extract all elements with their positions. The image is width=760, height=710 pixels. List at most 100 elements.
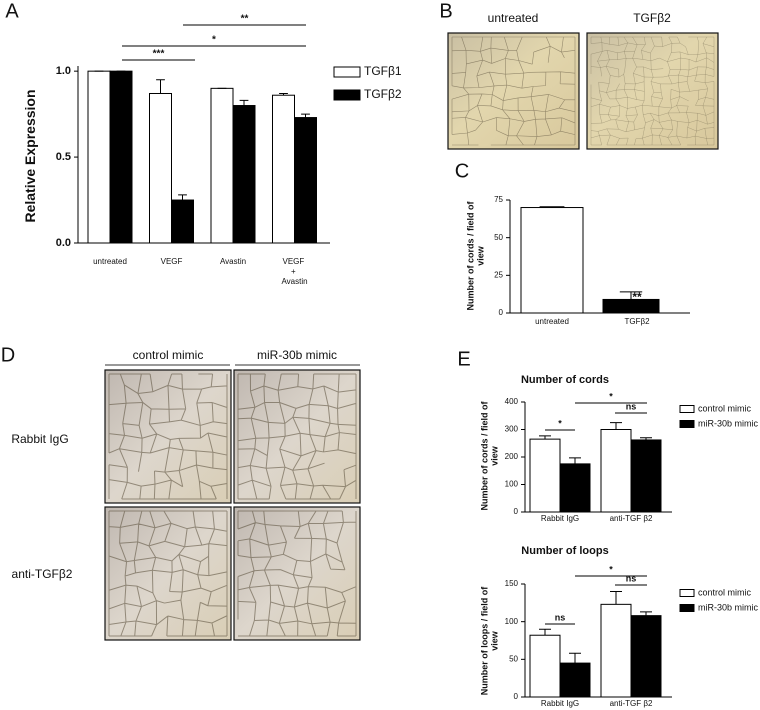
- y-tick-label: 25: [494, 270, 503, 279]
- y-tick-label: 100: [505, 480, 519, 489]
- error-bar: [301, 113, 310, 118]
- significance-label: *: [212, 35, 216, 46]
- x-tick-label: VEGF + Avastin: [281, 257, 307, 286]
- error-bar: [619, 291, 643, 300]
- significance-label: ns: [626, 401, 637, 411]
- cell-network: [237, 510, 357, 637]
- y-axis-label: Relative Expression: [21, 89, 38, 223]
- y-tick-label: 400: [505, 397, 519, 406]
- error-bar: [539, 435, 551, 440]
- bar: [272, 94, 295, 244]
- y-tick-label: 50: [509, 654, 518, 663]
- cell-network: [590, 36, 715, 146]
- error-bar: [156, 79, 165, 94]
- error-bar: [569, 652, 581, 664]
- bar: [109, 70, 133, 244]
- significance-label: ns: [626, 573, 637, 583]
- y-tick-label: 100: [505, 617, 519, 626]
- significance-label: *: [558, 418, 562, 428]
- legend-swatch: [333, 89, 361, 101]
- bar: [520, 207, 584, 314]
- micrograph: [586, 32, 719, 150]
- x-tick-label: TGFβ2: [624, 317, 650, 326]
- bar: [602, 298, 660, 314]
- legend-swatch: [679, 405, 695, 413]
- significance-label: ***: [153, 49, 165, 60]
- y-tick-label: 0: [514, 692, 519, 701]
- legend-swatch: [333, 66, 361, 78]
- bar: [87, 70, 111, 244]
- x-tick-label: anti-TGF β2: [610, 514, 653, 523]
- bar: [600, 603, 632, 698]
- legend-label: miR-30b mimic: [698, 418, 759, 428]
- column-label: control mimic: [133, 348, 204, 362]
- micrograph: [447, 32, 580, 150]
- error-bar: [569, 457, 581, 464]
- x-tick-label: VEGF: [161, 257, 183, 266]
- cell-network: [451, 36, 576, 146]
- x-tick-label: Rabbit IgG: [541, 514, 579, 523]
- x-tick-label: anti-TGF β2: [610, 699, 653, 708]
- significance-label: **: [241, 14, 249, 25]
- error-bar: [640, 437, 652, 440]
- significance-label: ns: [555, 612, 566, 622]
- chart-title: Number of cords: [521, 374, 609, 386]
- error-bar: [610, 422, 622, 430]
- bar: [232, 105, 256, 244]
- panel-label: A: [5, 0, 19, 22]
- y-tick-label: 200: [505, 452, 519, 461]
- significance-label: **: [632, 290, 642, 304]
- cell-network: [237, 373, 357, 500]
- bar: [294, 117, 317, 244]
- x-tick-label: untreated: [93, 257, 127, 266]
- y-tick-label: 0: [499, 308, 504, 317]
- y-tick-label: 0.5: [56, 151, 71, 163]
- legend-label: control mimic: [698, 587, 752, 597]
- legend-label: miR-30b mimic: [698, 602, 759, 612]
- panel-label: D: [1, 344, 15, 366]
- legend-swatch: [679, 589, 695, 597]
- y-tick-label: 300: [505, 425, 519, 434]
- bar: [600, 429, 632, 513]
- error-bar: [539, 206, 565, 208]
- panel-label: C: [455, 160, 469, 182]
- chart-title: Number of loops: [521, 545, 608, 557]
- column-label: untreated: [488, 11, 539, 25]
- bar: [630, 439, 662, 513]
- legend-swatch: [679, 604, 695, 612]
- bar: [210, 87, 234, 244]
- bar: [559, 463, 591, 513]
- y-tick-label: 0.0: [56, 237, 71, 249]
- error-bar: [640, 611, 652, 616]
- error-bar: [239, 99, 249, 106]
- panel-label: E: [457, 348, 470, 370]
- error-bar: [279, 92, 288, 96]
- y-axis-label: Number of cords / field of view: [479, 401, 500, 511]
- y-tick-label: 150: [505, 579, 519, 588]
- panel-label: B: [439, 0, 452, 22]
- bar: [529, 438, 561, 513]
- y-axis-label: Number of loops / field of view: [479, 586, 500, 696]
- legend-label: control mimic: [698, 403, 752, 413]
- cell-network: [108, 373, 228, 500]
- x-tick-label: Rabbit IgG: [541, 699, 579, 708]
- error-bar: [610, 591, 622, 605]
- error-bar: [539, 628, 551, 636]
- row-label: Rabbit IgG: [11, 432, 68, 446]
- error-bar: [178, 194, 187, 201]
- significance-label: *: [609, 391, 613, 401]
- x-tick-label: Avastin: [220, 257, 246, 266]
- legend-label: TGFβ1: [364, 64, 402, 78]
- y-tick-label: 75: [494, 195, 503, 204]
- cell-network: [108, 510, 228, 637]
- bar: [630, 615, 662, 698]
- column-label: miR-30b mimic: [257, 348, 337, 362]
- bar: [529, 634, 561, 698]
- y-tick-label: 50: [494, 233, 503, 242]
- significance-label: *: [609, 564, 613, 574]
- row-label: anti-TGFβ2: [12, 567, 73, 581]
- legend-label: TGFβ2: [364, 87, 402, 101]
- y-tick-label: 1.0: [56, 65, 71, 77]
- y-tick-label: 0: [514, 507, 519, 516]
